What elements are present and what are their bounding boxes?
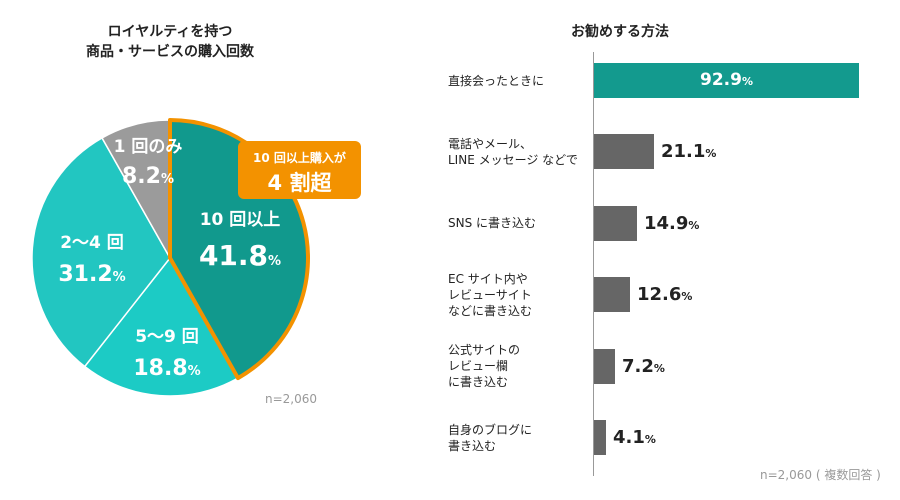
pie-title-line-1: ロイヤルティを持つ <box>107 24 233 40</box>
bar-5 <box>594 348 615 384</box>
bar-value-label-5: 7.2% <box>622 355 665 377</box>
bar-value-label-4: 12.6% <box>637 284 693 306</box>
pie-callout-line-2: 4 割超 <box>268 171 333 195</box>
pie-slice-2-4 <box>31 136 171 368</box>
pie-slice-5-9 <box>83 256 240 397</box>
pie-chart: 10 回以上 41.8% 5〜9 回 18.8% 2〜4 回 31.2% 1 回のみ 8.2%… <box>31 118 361 397</box>
pie-label-1-only: 1 回のみ <box>114 137 183 157</box>
bar-value-label-3: 14.9% <box>644 212 700 234</box>
bar-category-label-6: 自身のブログに 書き込む <box>448 423 533 453</box>
pie-sample-size-note: n=2,060 <box>265 392 318 406</box>
pie-title-line-2: 商品・サービスの購入回数 <box>86 44 254 60</box>
bar-chart-title: お勧めする方法 <box>571 24 669 40</box>
bar-1 <box>594 63 859 98</box>
bar-6 <box>594 420 606 455</box>
pie-label-10-plus: 10 回以上 <box>200 210 281 230</box>
bar-category-label-5: 公式サイトの レビュー欄 に書き込む <box>448 343 521 389</box>
bar-value-label-2: 21.1% <box>661 141 717 163</box>
bar-4 <box>594 277 630 313</box>
pie-value-1-only: 8.2% <box>122 164 174 189</box>
pie-callout-line-1: 10 回以上購入が <box>253 150 346 165</box>
pie-callout-box <box>238 141 361 199</box>
bar-category-label-2: 電話やメール、 LINE メッセージ などで <box>448 137 578 167</box>
pie-chart-title: ロイヤルティを持つ 商品・サービスの購入回数 <box>60 22 280 62</box>
pie-value-2-4: 31.2% <box>58 262 125 287</box>
pie-label-2-4: 2〜4 回 <box>60 233 124 253</box>
bar-value-label-1: 92.9% <box>700 70 753 90</box>
bar-value-label-6: 4.1% <box>613 427 656 448</box>
bar-category-label-3: SNS に書き込む <box>448 216 537 230</box>
bar-3 <box>594 205 637 241</box>
bar-category-label-4: EC サイト内や レビューサイト などに書き込む <box>448 272 533 318</box>
bar-2 <box>594 134 654 170</box>
bar-axis-line <box>593 52 594 476</box>
pie-label-5-9: 5〜9 回 <box>135 327 199 347</box>
bar-category-label-1: 直接会ったときに <box>448 74 545 88</box>
pie-value-5-9: 18.8% <box>133 356 200 381</box>
pie-highlight-outline <box>168 118 310 381</box>
bar-sample-size-note: n=2,060 ( 複数回答 ) <box>760 468 881 482</box>
pie-value-10-plus: 41.8% <box>199 239 281 272</box>
